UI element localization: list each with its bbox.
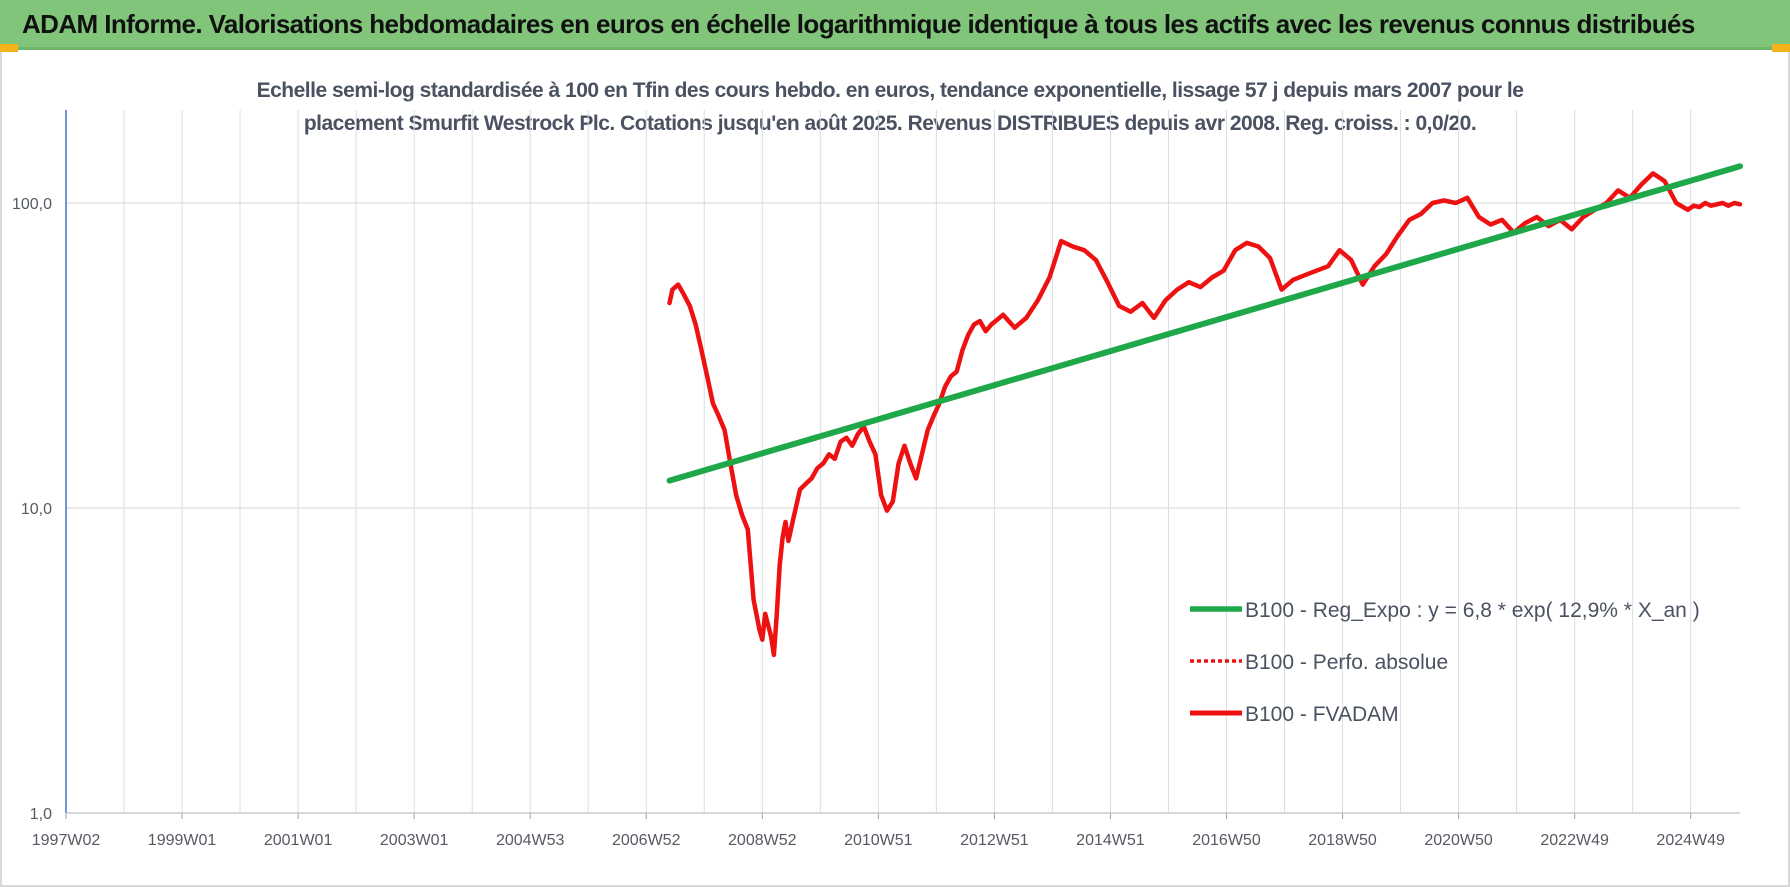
legend-label-1: B100 - Perfo. absolue [1245,651,1448,674]
x-tick-label: 2010W51 [844,832,913,849]
x-tick-label: 2022W49 [1540,832,1609,849]
page-title: ADAM Informe. Valorisations hebdomadaire… [22,9,1695,39]
grid-layer [65,110,1740,814]
x-tick-label: 2004W53 [496,832,565,849]
title-banner: ADAM Informe. Valorisations hebdomadaire… [0,0,1790,50]
corner-marker-right [1772,44,1790,52]
series-line-0 [666,163,1743,484]
legend-layer: B100 - Reg_Expo : y = 6,8 * exp( 12,9% *… [1190,599,1700,726]
chart-subtitle: Echelle semi-log standardisée à 100 en T… [180,74,1600,140]
series-line-2 [667,171,1743,658]
axis-layer: 1,0 10,0 100,0 1997W02 1999W01 2001W01 2003W01… [12,110,1740,849]
chart-subtitle-line-2: placement Smurfit Westrock Plc. Cotation… [303,112,1477,135]
y-tick-label: 10,0 [21,501,52,518]
x-tick-label: 2024W49 [1656,832,1725,849]
x-tick-label: 2012W51 [960,832,1029,849]
x-tick-label: 1997W02 [32,832,101,849]
x-tick-label: 2008W52 [728,832,797,849]
x-tick-label: 2003W01 [380,832,449,849]
chart-frame [0,52,1790,887]
series-layer [666,163,1743,658]
corner-marker-left [0,44,18,52]
x-tick-label: 2016W50 [1192,832,1261,849]
y-tick-label: 1,0 [30,806,52,823]
legend-label-2: B100 - FVADAM [1245,703,1399,726]
chart-subtitle-line-1: Echelle semi-log standardisée à 100 en T… [256,79,1524,102]
legend-label-0: B100 - Reg_Expo : y = 6,8 * exp( 12,9% *… [1245,599,1700,622]
x-tick-label: 2020W50 [1424,832,1493,849]
x-tick-label: 2006W52 [612,832,681,849]
x-tick-label: 2014W51 [1076,832,1145,849]
x-tick-label: 2018W50 [1308,832,1377,849]
x-tick-label: 2001W01 [264,832,333,849]
y-tick-label: 100,0 [12,196,52,213]
x-tick-label: 1999W01 [148,832,217,849]
